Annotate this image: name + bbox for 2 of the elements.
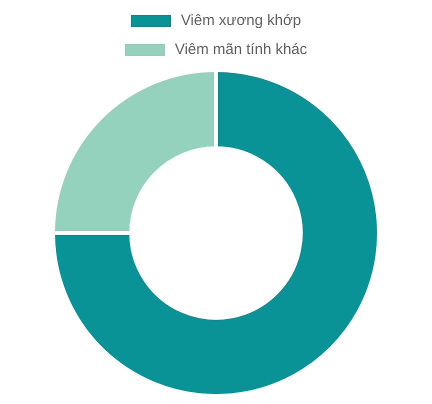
legend-label: Viêm xương khớp (180, 12, 302, 29)
legend-label: Viêm mãn tính khác (174, 41, 308, 58)
